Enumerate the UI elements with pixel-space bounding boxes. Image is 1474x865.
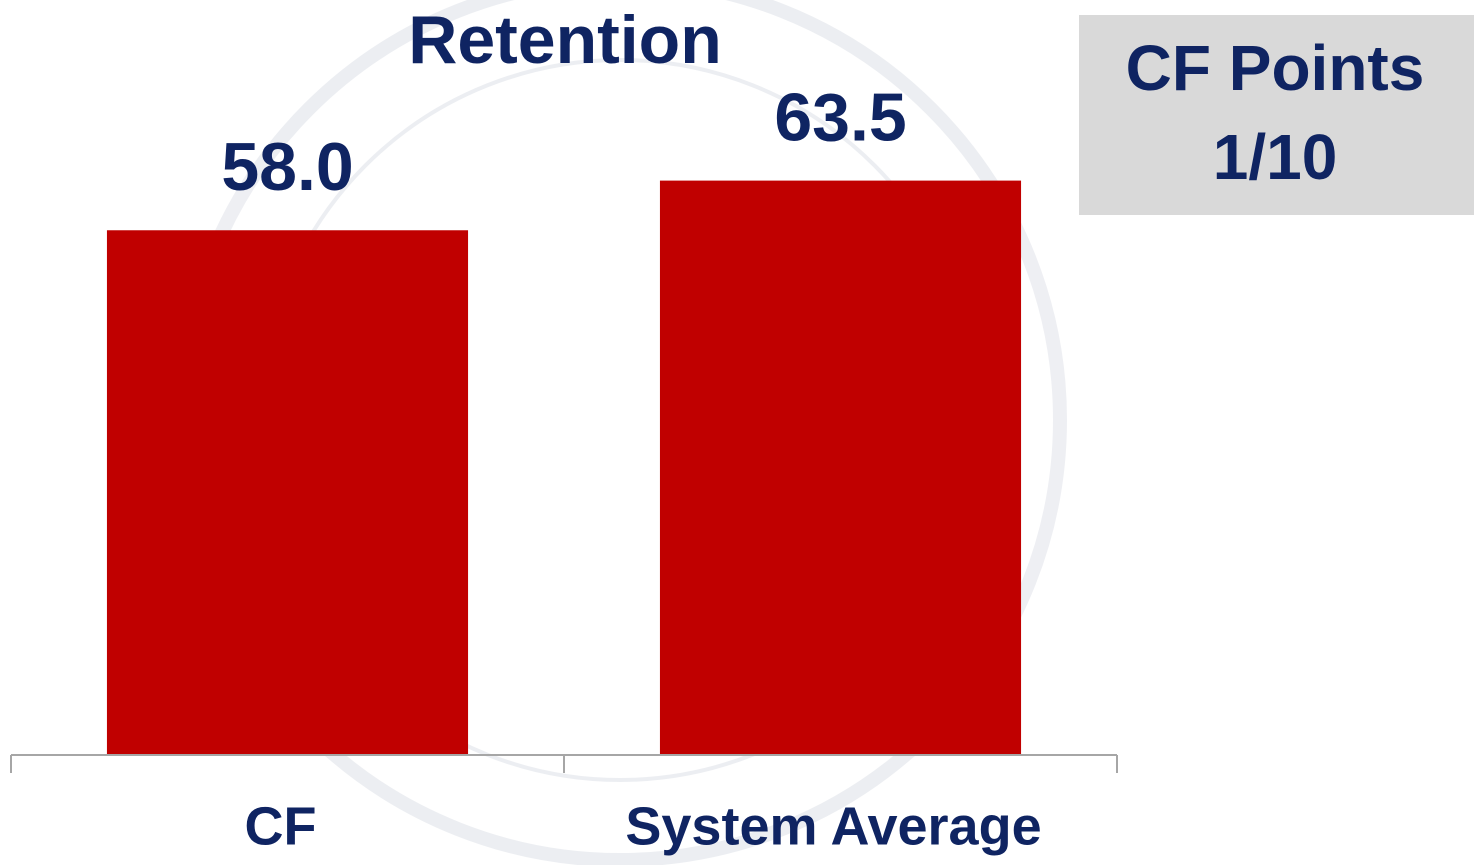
x-tick-label: CF	[245, 796, 317, 856]
annotation-line: 1/10	[1213, 121, 1338, 193]
x-tick-label: System Average	[625, 796, 1041, 856]
x-axis	[10, 754, 1118, 773]
bar	[659, 180, 1022, 755]
bar	[106, 230, 469, 754]
annotation-box	[1079, 15, 1474, 215]
annotation-line: CF Points	[1126, 32, 1425, 104]
chart-title: Retention	[408, 2, 722, 78]
value-label: 58.0	[221, 129, 353, 205]
value-label: 63.5	[774, 80, 906, 156]
